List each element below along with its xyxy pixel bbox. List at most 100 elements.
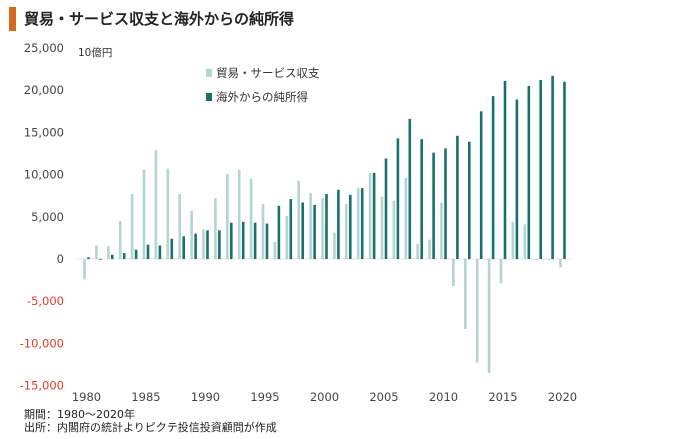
y-tick-label: 5,000 xyxy=(31,210,64,224)
title-accent-bar xyxy=(9,7,16,31)
bar-net-income xyxy=(468,141,471,259)
period-note: 期間：1980～2020年 xyxy=(24,408,135,421)
bar-net-income xyxy=(384,158,388,259)
bar-trade-balance xyxy=(559,259,562,268)
y-tick-label: 25,000 xyxy=(24,41,64,55)
legend-swatch xyxy=(206,93,212,101)
x-tick-label: 2000 xyxy=(310,390,339,404)
bar-trade-balance xyxy=(487,259,491,373)
bar-trade-balance xyxy=(107,246,110,259)
bar-trade-balance xyxy=(202,229,205,259)
bar-net-income xyxy=(563,81,566,259)
bar-net-income xyxy=(456,135,459,259)
legend-label: 海外からの純所得 xyxy=(216,90,308,104)
x-tick-label: 1980 xyxy=(72,390,101,404)
bar-net-income xyxy=(527,85,531,259)
bar-net-income xyxy=(170,238,174,259)
bar-net-income xyxy=(325,194,328,259)
bar-net-income xyxy=(301,202,304,259)
bar-net-income xyxy=(360,188,364,259)
bar-trade-balance xyxy=(261,204,265,259)
legend-swatch xyxy=(206,69,212,77)
bar-trade-balance xyxy=(535,259,538,260)
bar-net-income xyxy=(444,148,447,259)
bar-net-income xyxy=(539,80,542,260)
bar-net-income xyxy=(146,244,150,259)
bar-trade-balance xyxy=(214,198,217,259)
chart-title: 貿易・サービス収支と海外からの純所得 xyxy=(24,10,295,28)
bar-trade-balance xyxy=(154,150,158,259)
y-tick-label: 20,000 xyxy=(24,83,64,97)
bar-chart: 25,000 20,000 15,000 10,000 5,000 0 -5,000 -10,… xyxy=(20,41,578,404)
x-tick-label: 2010 xyxy=(429,390,458,404)
x-tick-label: 2020 xyxy=(548,390,577,404)
bar-trade-balance xyxy=(130,194,134,259)
bar-trade-balance xyxy=(356,188,360,259)
bar-net-income xyxy=(182,236,185,259)
bar-net-income xyxy=(408,118,412,259)
bar-trade-balance xyxy=(142,169,146,259)
bar-net-income xyxy=(503,80,507,259)
bar-trade-balance xyxy=(464,259,467,330)
bar-net-income xyxy=(253,222,257,259)
x-tick-label: 1990 xyxy=(191,390,220,404)
bar-net-income xyxy=(134,249,138,259)
bar-trade-balance xyxy=(368,172,372,259)
bar-trade-balance xyxy=(333,232,336,259)
bar-net-income xyxy=(277,205,281,259)
legend-label: 貿易・サービス収支 xyxy=(216,66,320,80)
bar-trade-balance xyxy=(273,242,277,259)
bar-net-income xyxy=(241,221,245,259)
y-tick-label: 0 xyxy=(57,252,64,266)
x-tick-label: 2015 xyxy=(488,390,517,404)
y-tick-label: -15,000 xyxy=(20,379,64,393)
bar-net-income xyxy=(158,245,162,259)
bar-net-income xyxy=(111,254,114,259)
bar-net-income xyxy=(420,139,423,259)
bar-net-income xyxy=(515,99,519,259)
bar-trade-balance xyxy=(190,210,193,259)
bar-trade-balance xyxy=(440,202,443,259)
bar-trade-balance xyxy=(166,168,170,259)
bar-net-income xyxy=(230,222,233,259)
bar-trade-balance xyxy=(392,200,396,259)
bar-net-income xyxy=(432,152,435,259)
x-tick-label: 1985 xyxy=(131,390,160,404)
y-tick-label: -10,000 xyxy=(20,336,64,350)
bar-net-income xyxy=(551,75,554,260)
y-tick-label: -5,000 xyxy=(27,294,64,308)
bar-net-income xyxy=(218,230,221,259)
bar-net-income xyxy=(122,253,126,259)
bar-trade-balance xyxy=(249,178,253,259)
bar-trade-balance xyxy=(118,221,122,259)
bar-trade-balance xyxy=(237,169,241,259)
bar-trade-balance xyxy=(416,243,419,259)
bar-net-income xyxy=(265,223,269,259)
bar-trade-balance xyxy=(95,245,98,259)
bar-trade-balance xyxy=(404,177,408,259)
bar-trade-balance xyxy=(321,198,324,259)
bar-trade-balance xyxy=(452,259,455,287)
x-tick-label: 2005 xyxy=(369,390,398,404)
bar-trade-balance xyxy=(345,204,348,259)
bar-net-income xyxy=(87,257,90,259)
bar-trade-balance xyxy=(309,193,312,259)
bar-trade-balance xyxy=(511,221,515,259)
bar-trade-balance xyxy=(285,215,289,259)
bar-net-income xyxy=(99,259,102,260)
bar-trade-balance xyxy=(547,259,550,260)
y-unit-label: 10億円 xyxy=(78,46,112,59)
bar-trade-balance xyxy=(297,180,300,259)
bar-trade-balance xyxy=(178,194,181,259)
bar-net-income xyxy=(479,111,483,259)
bar-trade-balance xyxy=(475,259,479,363)
y-tick-label: 15,000 xyxy=(24,125,64,139)
bar-trade-balance xyxy=(380,196,384,259)
bar-net-income xyxy=(289,199,293,259)
bar-net-income xyxy=(194,233,197,259)
chart-footer: 期間：1980～2020年 出所：内閣府の統計よりピクテ投信投資顧問が作成 xyxy=(24,408,277,434)
y-tick-label: 10,000 xyxy=(24,168,64,182)
bar-trade-balance xyxy=(83,259,86,280)
bar-trade-balance xyxy=(523,224,527,259)
bar-net-income xyxy=(337,189,340,259)
